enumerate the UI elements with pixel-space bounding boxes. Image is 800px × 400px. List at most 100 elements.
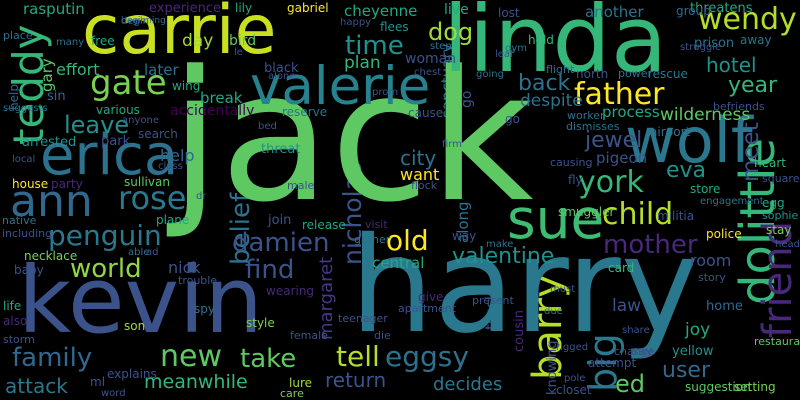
word: erica [40,123,179,188]
word: take [240,344,297,374]
word: carrie [82,0,277,70]
word: kevin [18,247,263,354]
word: black [264,61,299,76]
word: say [632,344,653,358]
word: family [12,343,93,373]
word: day [182,31,214,51]
word: room [690,251,732,270]
word: accidentally [170,103,255,119]
word: flight [546,63,575,76]
word: house [12,177,49,191]
word: ed [615,370,645,398]
word: year [728,73,778,98]
word: setting [734,380,776,394]
word: sullivan [124,175,170,189]
word: harry [350,209,699,363]
word: pigeon [596,149,648,167]
word: time [345,31,404,61]
word: process [602,103,660,121]
word: ann [10,176,93,227]
word: break [200,89,243,107]
word: group [676,4,711,18]
word: smuggler [558,205,615,219]
word: engagement [700,196,764,207]
word: wilderness [660,105,751,125]
word: store [690,182,721,196]
word: visit [365,218,388,231]
word: join [268,213,292,228]
word: step [430,41,452,52]
word: many [56,37,85,48]
word: hold [528,33,554,47]
word: happy [340,17,372,28]
word: free [91,34,115,48]
word: cheyenne [344,2,418,20]
word: way [452,229,477,243]
word: party [51,177,83,191]
word: restaurant [754,335,800,348]
word: native [2,214,37,227]
word: gather [354,233,391,246]
word: gary [38,58,56,92]
word: various [96,103,140,117]
word: prom [372,87,399,98]
word: able [128,247,150,258]
word: causing [550,156,593,169]
word: apartment [398,302,457,315]
word: search [138,127,178,141]
word: woman [405,51,457,67]
word: teenager [338,312,388,325]
word: make [486,239,514,250]
word: threat [261,142,301,157]
word: reserve [282,105,328,119]
word: beginning [121,16,166,26]
word: eggsy [385,340,469,373]
word: card [608,261,635,275]
word: word [101,388,126,399]
word: fly [568,173,583,187]
word: flees [380,20,409,34]
word: want [400,165,440,184]
word: father [574,77,665,112]
word: heart [754,156,786,170]
word: valentine [452,244,555,269]
word: die [374,329,391,342]
word: dog [428,18,474,46]
word: back [518,71,571,96]
word: head [775,239,800,250]
word: leaf [495,49,514,60]
word: le [234,47,243,58]
word: bed [258,121,277,132]
word: class [158,161,183,172]
word: power [618,67,652,80]
word: nick [168,258,201,277]
word: wolf [625,104,753,177]
word: storm [3,333,35,346]
word: flock [411,179,438,192]
word: explains [107,367,157,381]
word: margaret [316,256,337,340]
word: world [70,254,142,284]
word: penguin [48,219,162,252]
word: city [400,146,437,170]
word: gym [505,43,528,54]
word: threatens [690,1,753,16]
word: central [372,254,425,272]
word: decides [433,374,503,395]
word: gate [90,63,167,103]
word: chest [414,67,442,78]
word: bird [229,33,257,49]
word: find [245,255,295,285]
word: new [160,339,223,374]
word: help [160,146,195,165]
word: degin [121,16,149,27]
word: trouble [178,274,218,287]
word: return [325,368,387,392]
word: yellow [672,344,714,359]
word: place [3,29,33,42]
word: befriends [713,100,765,113]
word: york [578,165,644,200]
word: later [144,61,179,79]
word: suggests [3,103,48,114]
word: police [706,227,742,241]
